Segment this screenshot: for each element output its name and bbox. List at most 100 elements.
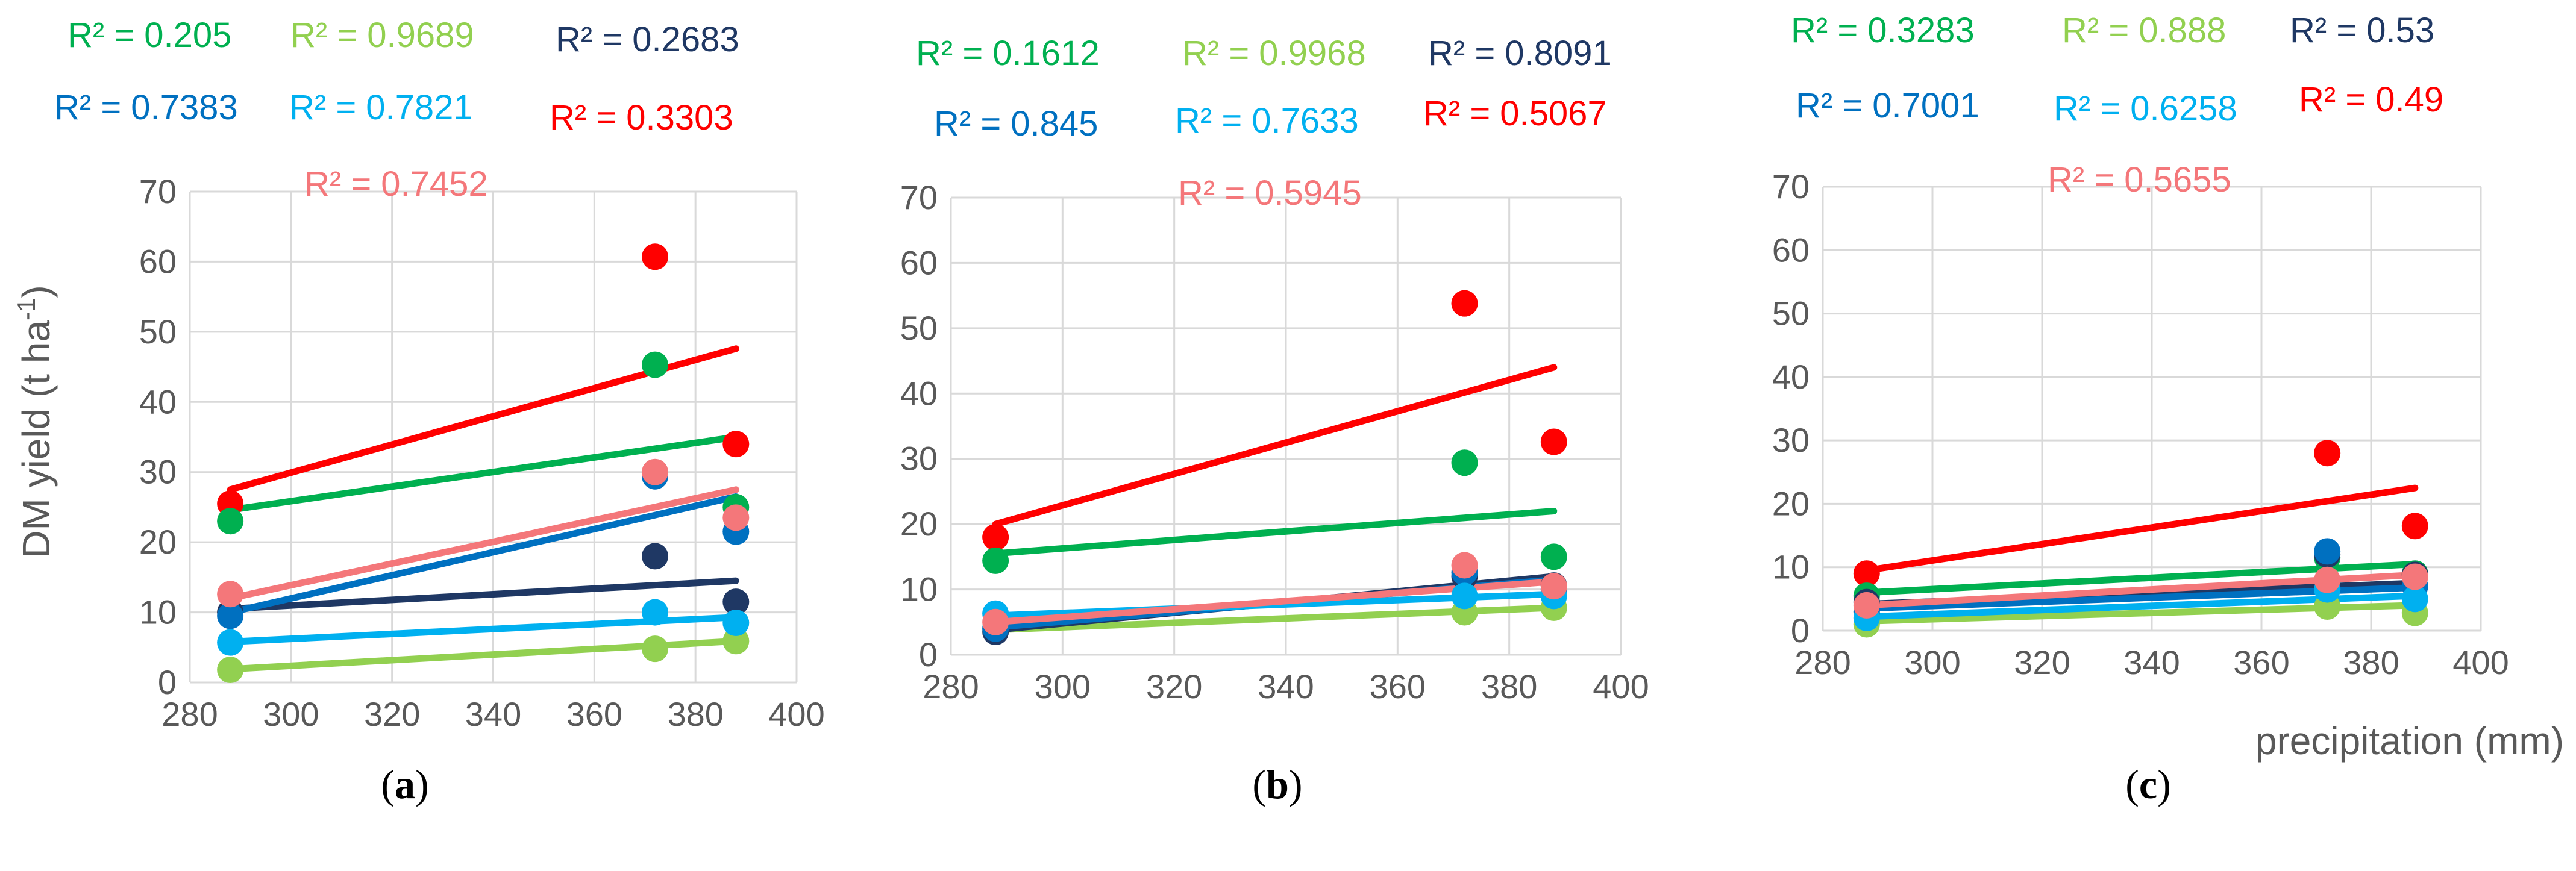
y-tick-label: 40	[139, 382, 177, 420]
point-light-blue	[1451, 582, 1478, 610]
r2-label-salmon: R² = 0.5945	[1178, 173, 1362, 213]
x-tick-label: 380	[667, 695, 723, 733]
x-tick-label: 380	[2343, 643, 2399, 681]
r2-label-blue: R² = 0.7001	[1796, 86, 1979, 125]
x-tick-label: 340	[465, 695, 521, 733]
chart-panel-c: 280 300 320 340 360 380 400 0 10 20 30 40 50 60 70 R² =…	[1772, 11, 2509, 681]
point-light-green	[217, 657, 244, 684]
trendline-green	[227, 434, 739, 514]
point-light-green	[722, 628, 750, 655]
y-tick-label: 70	[1772, 167, 1810, 205]
y-tick-label: 10	[900, 570, 938, 608]
r2-label-light-green: R² = 0.888	[2062, 11, 2226, 50]
point-light-blue	[722, 610, 750, 637]
x-tick-label: 340	[1258, 667, 1314, 705]
x-tick-label: 400	[2452, 643, 2509, 681]
point-salmon	[2401, 563, 2428, 590]
r2-label-light-blue: R² = 0.7633	[1175, 101, 1359, 140]
chart-panel-a: 280 300 320 340 360 380 400 0 10 20 30 40 50 60 70 R² =…	[54, 16, 825, 733]
x-tick-label: 320	[364, 695, 420, 733]
y-tick-label: 70	[900, 178, 938, 216]
y-tick-label: 0	[158, 663, 177, 701]
trendline-salmon	[227, 486, 739, 602]
point-red	[1451, 290, 1478, 317]
r2-label-blue: R² = 0.845	[934, 104, 1098, 143]
point-red	[2401, 513, 2428, 540]
point-blue	[217, 602, 244, 629]
x-tick-label: 280	[923, 667, 979, 705]
point-green	[1451, 449, 1478, 476]
y-tick-label: 50	[139, 313, 177, 351]
r2-label-green: R² = 0.3283	[1791, 11, 1975, 50]
point-dark-navy	[722, 588, 750, 616]
panel-label-a: (a)	[381, 761, 428, 807]
point-red	[2314, 440, 2341, 467]
x-tick-label: 280	[161, 695, 218, 733]
y-tick-label: 30	[139, 453, 177, 491]
point-green	[642, 351, 669, 378]
x-tick-label: 380	[1481, 667, 1537, 705]
r2-label-dark-navy: R² = 0.2683	[556, 20, 739, 59]
point-light-blue	[2401, 585, 2428, 613]
y-tick-label: 40	[900, 374, 938, 412]
y-tick-label: 20	[900, 505, 938, 543]
x-tick-label: 320	[2014, 643, 2070, 681]
y-tick-label: 40	[1772, 358, 1810, 396]
x-tick-label: 300	[1904, 643, 1960, 681]
r2-label-red: R² = 0.49	[2299, 80, 2443, 119]
r2-label-light-blue: R² = 0.6258	[2054, 89, 2237, 128]
point-blue	[2314, 538, 2341, 565]
trendline-dark-navy	[227, 577, 739, 613]
r2-label-dark-navy: R² = 0.8091	[1428, 34, 1612, 73]
x-tick-label: 360	[2233, 643, 2289, 681]
x-tick-label: 360	[1370, 667, 1426, 705]
point-light-green	[642, 635, 669, 663]
x-tick-label: 300	[1035, 667, 1091, 705]
x-tick-label: 360	[566, 695, 622, 733]
point-salmon	[1853, 592, 1880, 619]
x-tick-label: 340	[2123, 643, 2180, 681]
r2-label-salmon: R² = 0.5655	[2048, 160, 2231, 199]
x-axis-label: precipitation (mm)	[2255, 719, 2564, 763]
r2-label-light-green: R² = 0.9689	[290, 16, 474, 55]
point-red	[642, 243, 669, 270]
x-tick-label: 280	[1794, 643, 1851, 681]
point-light-blue	[217, 629, 244, 656]
point-red	[722, 431, 750, 458]
y-tick-label: 20	[139, 523, 177, 561]
r2-label-green: R² = 0.1612	[916, 34, 1100, 73]
point-green	[982, 547, 1009, 574]
r2-label-blue: R² = 0.7383	[54, 88, 238, 127]
y-tick-label: 60	[900, 243, 938, 281]
r2-label-red: R² = 0.3303	[550, 98, 733, 137]
r2-label-light-green: R² = 0.9968	[1182, 34, 1366, 73]
y-tick-label: 70	[139, 172, 177, 210]
y-tick-label: 10	[139, 593, 177, 631]
x-tick-label: 400	[1593, 667, 1649, 705]
y-axis-label: DM yield (t ha-1)	[12, 285, 58, 558]
x-tick-label: 320	[1146, 667, 1202, 705]
panel-label-b: (b)	[1252, 761, 1302, 807]
y-tick-label: 0	[919, 635, 938, 673]
r2-label-light-blue: R² = 0.7821	[289, 88, 473, 127]
point-dark-navy	[642, 543, 669, 570]
point-salmon	[217, 581, 244, 608]
y-tick-label: 60	[1772, 231, 1810, 269]
r2-label-dark-navy: R² = 0.53	[2290, 11, 2434, 50]
y-tick-label: 10	[1772, 548, 1810, 586]
point-salmon	[982, 608, 1009, 635]
point-red	[1853, 560, 1880, 587]
y-tick-label: 0	[1791, 611, 1810, 649]
r2-label-red: R² = 0.5067	[1423, 94, 1607, 133]
trendline-blue	[227, 493, 739, 616]
point-salmon	[642, 458, 669, 485]
point-red	[1540, 428, 1567, 455]
y-tick-label: 60	[139, 242, 177, 280]
point-red	[982, 523, 1009, 551]
chart-panel-b: 280 300 320 340 360 380 400 0 10 20 30 40 50 60 70 R² =…	[900, 34, 1649, 705]
point-salmon	[1451, 552, 1478, 579]
point-green	[217, 508, 244, 535]
point-salmon	[722, 504, 750, 531]
y-tick-label: 50	[1772, 295, 1810, 332]
y-tick-label: 30	[900, 440, 938, 478]
